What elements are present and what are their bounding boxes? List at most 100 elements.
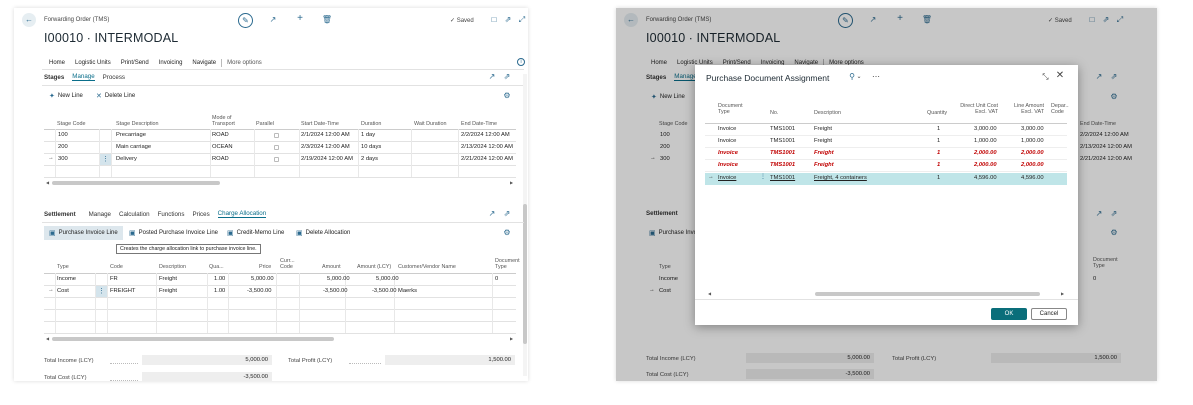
col-mode-of-transport[interactable]: Mode of Transport [212, 115, 235, 127]
open-new-window-icon[interactable]: ⇗ [504, 15, 512, 24]
nav-logistic-units[interactable]: Logistic Units [677, 60, 713, 66]
cell-duration[interactable]: 10 days [361, 144, 382, 150]
cell-end[interactable]: 2/21/2024 12:00 AM [461, 156, 513, 162]
add-icon[interactable]: + [297, 13, 303, 24]
nav-print-send[interactable]: Print/Send [120, 60, 149, 66]
cell-end[interactable]: 2/13/2024 12:00 AM [1080, 144, 1132, 150]
share-icon[interactable]: ↗ [869, 15, 877, 24]
expand-icon[interactable]: ⇗ [1110, 209, 1118, 218]
cell-quantity[interactable]: 1 [937, 126, 941, 132]
nav-home[interactable]: Home [651, 60, 668, 66]
col-stage-description[interactable]: Stage Description [116, 121, 159, 127]
cell-code[interactable]: FR [110, 276, 118, 282]
cell-line-amount[interactable]: 2,000.00 [1021, 162, 1044, 168]
cell-amount[interactable]: -3,500.00 [323, 288, 348, 294]
cell-description[interactable]: Freight [159, 288, 178, 294]
cell-end[interactable]: 2/13/2024 12:00 AM [461, 144, 513, 150]
parallel-checkbox[interactable] [274, 145, 279, 150]
nav-navigate[interactable]: Navigate [192, 60, 217, 66]
nav-invoicing[interactable]: Invoicing [760, 60, 785, 66]
scroll-right-icon[interactable]: ▶ [509, 335, 514, 341]
nav-more-options[interactable]: More options [829, 60, 864, 66]
cell-document-type[interactable]: Invoice [718, 138, 737, 144]
nav-print-send[interactable]: Print/Send [722, 60, 751, 66]
edit-icon[interactable]: ✎ [238, 13, 253, 28]
col-parallel[interactable]: Parallel [256, 121, 274, 127]
horizontal-scrollbar[interactable] [52, 181, 220, 185]
table-row[interactable]: Invoice TMS1001 Freight 1 3,000.00 3,000… [705, 124, 1067, 136]
row-menu-icon[interactable]: ⋮ [760, 174, 766, 180]
expand-icon[interactable]: ⇗ [503, 209, 511, 218]
col-price[interactable]: Price [259, 264, 272, 270]
parallel-checkbox[interactable] [274, 157, 279, 162]
cell-quantity[interactable]: 1 [937, 150, 941, 156]
table-row[interactable]: Invoice TMS1001 Freight 1 1,000.00 1,000… [705, 136, 1067, 148]
cell-line-amount[interactable]: 2,000.00 [1021, 150, 1044, 156]
cancel-button[interactable]: Cancel [1031, 308, 1067, 320]
cell-duration[interactable]: 2 days [361, 156, 379, 162]
cell-amount[interactable]: 5,000.00 [327, 276, 350, 282]
col-customer-vendor-name[interactable]: Customer/Vendor Name [398, 264, 456, 270]
cell-line-amount[interactable]: 1,000.00 [1021, 138, 1044, 144]
table-row-selected[interactable]: → Invoice ⋮ TMS1001 Freight, 4 container… [705, 173, 1067, 185]
cell-document-type[interactable]: 0 [1093, 276, 1097, 282]
collapse-icon[interactable]: ⤢ [518, 15, 526, 24]
col-direct-unit-cost[interactable]: Direct Unit Cost Excl. VAT [960, 103, 998, 115]
scroll-left-icon[interactable]: ◀ [707, 290, 712, 296]
personalize-icon[interactable]: ⚙ [503, 228, 511, 237]
table-row-selected[interactable]: → Cost ⋮ FREIGHT Freight 1.00 -3,500.00 … [44, 286, 516, 297]
back-icon[interactable]: ← [624, 13, 638, 27]
col-type[interactable]: Type [57, 264, 69, 270]
cell-mode[interactable]: ROAD [212, 156, 229, 162]
cell-type[interactable]: Cost [659, 288, 671, 294]
cell-end[interactable]: 2/2/2024 12:00 AM [1080, 132, 1129, 138]
bookmark-icon[interactable]: □ [491, 15, 497, 24]
cell-line-amount[interactable]: 3,000.00 [1021, 126, 1044, 132]
scroll-left-icon[interactable]: ◀ [45, 179, 50, 185]
cell-start[interactable]: 2/19/2024 12:00 AM [301, 156, 353, 162]
cell-no[interactable]: TMS1001 [770, 126, 796, 132]
col-type[interactable]: Type [659, 264, 671, 270]
cell-end[interactable]: 2/21/2024 12:00 AM [1080, 156, 1132, 162]
col-start-date-time[interactable]: Start Date-Time [301, 121, 339, 127]
expand-icon[interactable]: ⇗ [1110, 72, 1118, 81]
col-document-type[interactable]: Document Type [495, 258, 520, 270]
tab-manage[interactable]: Manage [72, 73, 95, 81]
cell-quantity[interactable]: 1 [937, 175, 941, 181]
share-icon[interactable]: ↗ [488, 72, 496, 81]
col-quantity[interactable]: Qua... [209, 264, 224, 270]
nav-navigate[interactable]: Navigate [794, 60, 819, 66]
table-row-highlighted[interactable]: Invoice TMS1001 Freight 1 2,000.00 2,000… [705, 148, 1067, 160]
delete-line-button[interactable]: ✕ Delete Line [96, 92, 135, 100]
purchase-invoice-line-button[interactable]: ▣ Purchase Invoice Line [649, 229, 718, 237]
col-no[interactable]: No. [770, 110, 779, 116]
tab-manage[interactable]: Manage [674, 73, 697, 81]
ok-button[interactable]: OK [991, 308, 1027, 320]
col-end-date-time[interactable]: End Date-Time [461, 121, 498, 127]
new-line-button[interactable]: ✦ New Line [651, 93, 685, 101]
posted-purchase-invoice-line-button[interactable]: ▣ Posted Purchase Invoice Line [129, 229, 218, 237]
cell-direct-unit-cost[interactable]: 2,000.00 [974, 150, 997, 156]
cell-stage-code[interactable]: 100 [660, 132, 670, 138]
vertical-scrollbar-thumb[interactable] [523, 204, 527, 344]
cell-amount-lcy[interactable]: 5,000.00 [376, 276, 399, 282]
cell-description[interactable]: Freight, 4 containers [814, 175, 867, 181]
cell-mode[interactable]: ROAD [212, 132, 229, 138]
cell-type[interactable]: Income [57, 276, 77, 282]
col-document-type[interactable]: Document Type [1093, 257, 1118, 269]
cell-stage-description[interactable]: Main carriage [116, 144, 152, 150]
cell-quantity[interactable]: 1 [937, 162, 941, 168]
bookmark-icon[interactable]: □ [1089, 15, 1095, 24]
cell-no[interactable]: TMS1001 [770, 162, 796, 168]
col-amount-lcy[interactable]: Amount (LCY) [357, 264, 392, 270]
personalize-icon[interactable]: ⚙ [1110, 228, 1118, 237]
cell-price[interactable]: -3,500.00 [247, 288, 272, 294]
cell-description[interactable]: Freight [814, 138, 833, 144]
cell-description[interactable]: Freight [814, 126, 833, 132]
cell-line-amount[interactable]: 4,596.00 [1021, 175, 1044, 181]
tab-calculation[interactable]: Calculation [119, 210, 150, 218]
cell-stage-description[interactable]: Delivery [116, 156, 137, 162]
col-amount[interactable]: Amount [322, 264, 341, 270]
info-icon[interactable]: i [517, 58, 525, 66]
table-row-selected[interactable]: → 300 ⋮ Delivery ROAD 2/19/2024 12:00 AM… [44, 154, 516, 165]
